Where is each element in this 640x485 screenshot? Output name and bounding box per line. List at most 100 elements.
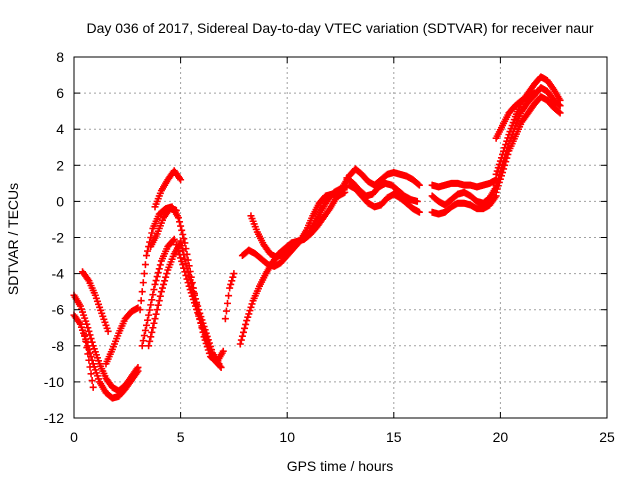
data-point (152, 310, 160, 318)
data-point (145, 311, 153, 319)
data-point (242, 320, 250, 328)
data-point (178, 242, 186, 250)
grid-layer (74, 57, 607, 418)
data-point (158, 284, 166, 292)
x-tick-label: 15 (386, 429, 402, 445)
data-point (147, 333, 155, 341)
data-point (149, 291, 157, 299)
data-point (219, 347, 227, 355)
data-point (180, 251, 188, 259)
data-point (495, 178, 503, 186)
data-point (248, 300, 256, 308)
data-point (157, 288, 165, 296)
data-point (502, 158, 510, 166)
data-point (84, 275, 92, 283)
data-point (189, 288, 197, 296)
data-point (177, 254, 185, 262)
data-point (239, 328, 247, 336)
data-point (139, 279, 147, 287)
data-point (161, 277, 169, 285)
data-point (140, 332, 148, 340)
data-point (148, 296, 156, 304)
series-track-u (428, 183, 500, 209)
data-point (499, 169, 507, 177)
data-point (144, 247, 152, 255)
data-point (75, 319, 83, 327)
data-point (137, 297, 145, 305)
data-point (556, 102, 564, 110)
data-point (195, 306, 203, 314)
data-point (134, 363, 142, 371)
data-point (415, 208, 423, 216)
data-point (556, 109, 564, 117)
y-tick-label: 4 (56, 121, 64, 137)
data-point (88, 377, 96, 385)
data-point (151, 315, 159, 323)
data-point (153, 273, 161, 281)
data-point (153, 306, 161, 314)
data-point (503, 154, 511, 162)
data-point (88, 338, 96, 346)
data-point (245, 310, 253, 318)
x-axis-label: GPS time / hours (287, 458, 394, 474)
data-point (208, 346, 216, 354)
data-point (247, 303, 255, 311)
data-point (148, 229, 156, 237)
data-point (146, 306, 154, 314)
data-point (177, 237, 185, 245)
data-point (169, 237, 177, 245)
y-tick-label: -12 (44, 410, 64, 426)
data-point (177, 176, 185, 184)
ticks-layer (73, 56, 608, 419)
y-tick-label: -10 (44, 374, 64, 390)
data-point (202, 329, 210, 337)
data-point (186, 276, 194, 284)
data-point (241, 324, 249, 332)
data-point (147, 301, 155, 309)
data-point (141, 326, 149, 334)
data-point (413, 197, 421, 205)
data-point (491, 193, 499, 201)
data-point (179, 246, 187, 254)
data-point (82, 337, 90, 345)
x-tick-label: 0 (70, 429, 78, 445)
y-tick-labels: -12 -10 -8 -6 -4 -2 0 2 4 6 8 (44, 49, 64, 426)
data-point (178, 226, 186, 234)
data-point (237, 336, 245, 344)
data-point (179, 230, 187, 238)
data-point (236, 340, 244, 348)
data-point (190, 291, 198, 299)
x-tick-labels: 0 5 10 15 20 25 (70, 429, 615, 445)
data-point (230, 270, 238, 278)
data-point (504, 150, 512, 158)
data-point (156, 261, 164, 269)
data-point (222, 307, 230, 315)
data-point (172, 206, 180, 214)
data-point (84, 324, 92, 332)
data-point (555, 108, 563, 116)
y-tick-label: 0 (56, 193, 64, 209)
series-track-q (351, 165, 423, 189)
data-point (226, 284, 234, 292)
data-point (217, 363, 225, 371)
data-point (81, 331, 89, 339)
data-point (500, 165, 508, 173)
data-point (493, 167, 501, 175)
series-track-l (177, 237, 223, 368)
series-track-b (70, 291, 142, 395)
data-point (177, 222, 185, 230)
data-point (155, 265, 163, 273)
data-point (238, 332, 246, 340)
data-point (133, 365, 141, 373)
data-point (149, 324, 157, 332)
series-track-z (492, 89, 539, 142)
y-tick-label: -6 (52, 302, 65, 318)
data-point (196, 309, 204, 317)
series-track-t (428, 176, 500, 191)
y-tick-label: 2 (56, 157, 64, 173)
y-tick-label: -8 (52, 338, 65, 354)
data-point (148, 328, 156, 336)
y-axis-label: SDTVAR / TECUs (5, 183, 21, 295)
data-point (162, 273, 170, 281)
